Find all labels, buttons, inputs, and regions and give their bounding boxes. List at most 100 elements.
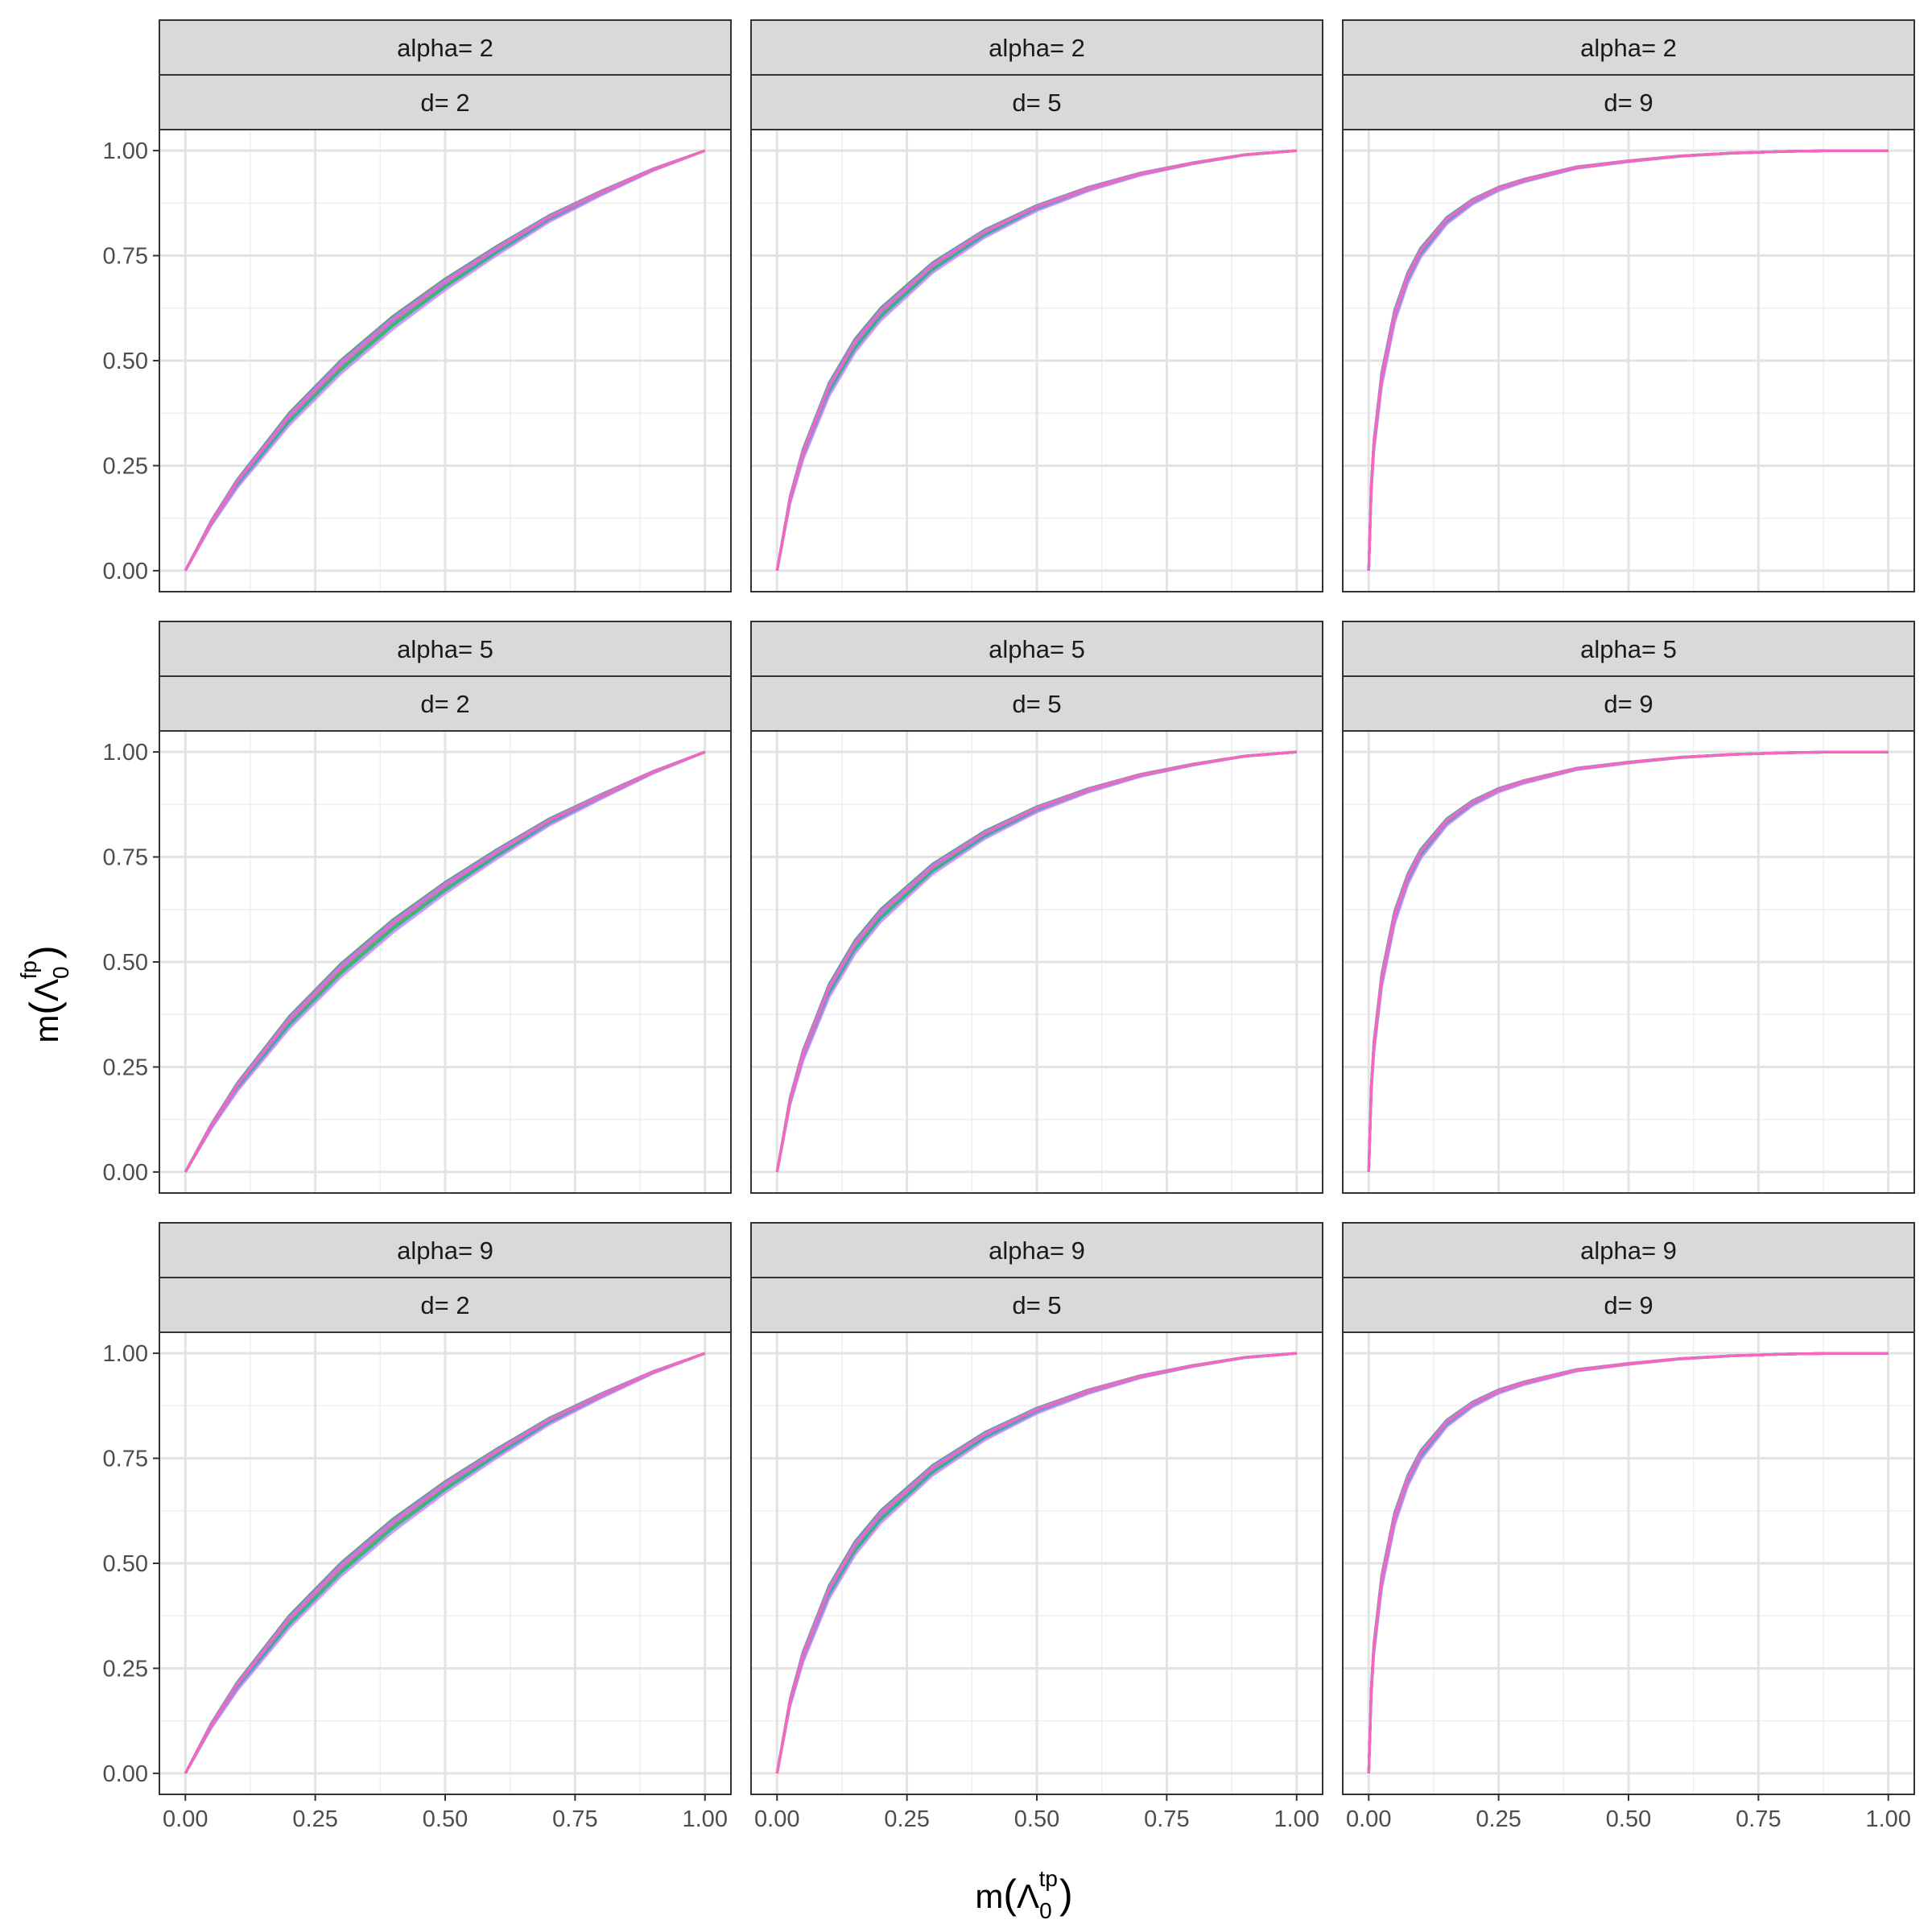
y-tick-label: 0.25 [103,1055,148,1080]
x-tick-label: 0.75 [1736,1806,1781,1832]
strip-d-label: d= 5 [1012,690,1061,718]
strip-alpha-box [1342,621,1915,677]
strip-d-label: d= 2 [420,690,469,718]
x-axis-title: m(Λ0 tp) [975,1866,1072,1923]
panel-border [750,730,1323,1194]
y-axis-title-sub: 0 [48,966,73,979]
strip-alpha-label: alpha= 2 [397,34,493,62]
x-axis-title-close-paren: ) [1059,1872,1073,1917]
panel-alpha-5-d-2: alpha= 5 d= 2 [159,621,732,1194]
x-tick-label: 0.50 [1606,1806,1651,1832]
y-tick-label: 1.00 [103,740,148,766]
y-tick-label: 0.25 [103,453,148,479]
strip-d-box [750,675,1323,732]
y-axis-title: m(Λ0 fp) [16,945,73,1042]
panel-border [750,129,1323,592]
series-line-12 [1367,750,1889,1172]
panel-alpha-5-d-5: alpha= 5 d= 5 [750,621,1323,1194]
x-tick-label: 0.50 [1014,1806,1059,1832]
strip-alpha-box [159,1222,732,1278]
axes-layer: 0.00 0.25 0.50 0.75 1.00 0.00 0.25 0.50 0.75 1.00… [103,138,1911,1832]
series-line-12 [1367,149,1889,571]
series-line-12 [184,149,706,572]
x-tick-label: 0.25 [292,1806,337,1832]
strip-alpha-label: alpha= 5 [989,635,1085,663]
series-line-10 [184,1352,706,1774]
x-axis-title-symbol: Λ [1017,1877,1039,1915]
x-axis-title-open-paren: ( [1003,1872,1017,1917]
strip-d-label: d= 9 [1604,1291,1653,1319]
x-tick-label: 1.00 [683,1806,728,1832]
panel-alpha-2-d-9: alpha= 2 d= 9 [1342,19,1915,592]
strip-d-label: d= 9 [1604,89,1653,117]
x-tick-label: 1.00 [1866,1806,1911,1832]
series-line-10 [184,149,706,572]
panel-border [1342,129,1915,592]
series-line-12 [184,1352,706,1774]
x-tick-label: 0.50 [423,1806,468,1832]
x-tick-label: 0.75 [552,1806,597,1832]
panel-alpha-2-d-2: alpha= 2 d= 2 [159,19,732,592]
strip-d-box [1342,1277,1915,1333]
y-tick-label: 0.00 [103,1160,148,1186]
y-axis-title-close-paren: ) [22,945,67,959]
y-tick-label: 0.75 [103,1447,148,1472]
strip-d-box [750,1277,1323,1333]
y-tick-label: 0.50 [103,950,148,976]
y-tick-label: 1.00 [103,138,148,164]
strip-alpha-label: alpha= 5 [397,635,493,663]
y-axis-title-symbol: Λ [27,979,65,1001]
strip-alpha-box [750,621,1323,677]
strip-d-box [1342,74,1915,130]
y-axis-title-sup: fp [16,960,41,979]
strip-d-label: d= 2 [420,89,469,117]
panel-alpha-2-d-5: alpha= 2 d= 5 [750,19,1323,592]
y-tick-label: 0.75 [103,845,148,871]
strip-d-label: d= 5 [1012,1291,1061,1319]
strip-alpha-box [159,621,732,677]
x-axis-title-sub: 0 [1039,1898,1052,1923]
strip-alpha-box [1342,1222,1915,1278]
strip-alpha-label: alpha= 2 [1580,34,1677,62]
series-line-12 [775,149,1297,572]
panel-alpha-9-d-5: alpha= 9 d= 5 [750,1222,1323,1795]
panel-border [1342,730,1915,1194]
strip-alpha-label: alpha= 9 [397,1236,493,1265]
strip-alpha-box [750,19,1323,76]
series-line-12 [1367,1352,1889,1773]
x-tick-label: 0.75 [1144,1806,1189,1832]
strip-alpha-label: alpha= 5 [1580,635,1677,663]
y-axis-title-prefix: m [27,1015,65,1043]
strip-d-label: d= 5 [1012,89,1061,117]
y-tick-label: 0.25 [103,1656,148,1682]
y-tick-label: 0.50 [103,1551,148,1577]
strip-alpha-box [1342,19,1915,76]
x-axis-title-prefix: m [975,1877,1003,1915]
strip-alpha-label: alpha= 2 [989,34,1085,62]
strip-d-label: d= 2 [420,1291,469,1319]
strip-d-box [1342,675,1915,732]
panel-alpha-5-d-9: alpha= 5 d= 9 [1342,621,1915,1194]
y-tick-label: 1.00 [103,1341,148,1367]
series-line-12 [775,750,1297,1173]
x-tick-label: 0.25 [1476,1806,1521,1832]
strip-d-box [159,1277,732,1333]
series-line-12 [775,1352,1297,1774]
series-line-10 [184,750,706,1173]
series-line-12 [184,750,706,1173]
panel-alpha-9-d-9: alpha= 9 d= 9 [1342,1222,1915,1795]
x-tick-label: 1.00 [1274,1806,1319,1832]
strip-alpha-label: alpha= 9 [1580,1236,1677,1265]
x-tick-label: 0.00 [163,1806,208,1832]
strip-d-box [750,74,1323,130]
y-tick-label: 0.75 [103,244,148,270]
x-tick-label: 0.00 [754,1806,799,1832]
panel-alpha-9-d-2: alpha= 9 d= 2 [159,1222,732,1795]
strip-d-label: d= 9 [1604,690,1653,718]
x-axis-title-sup: tp [1039,1866,1058,1891]
y-tick-label: 0.50 [103,349,148,374]
y-tick-label: 0.00 [103,1761,148,1787]
x-tick-label: 0.00 [1346,1806,1391,1832]
y-axis-title-open-paren: ( [22,1001,67,1015]
